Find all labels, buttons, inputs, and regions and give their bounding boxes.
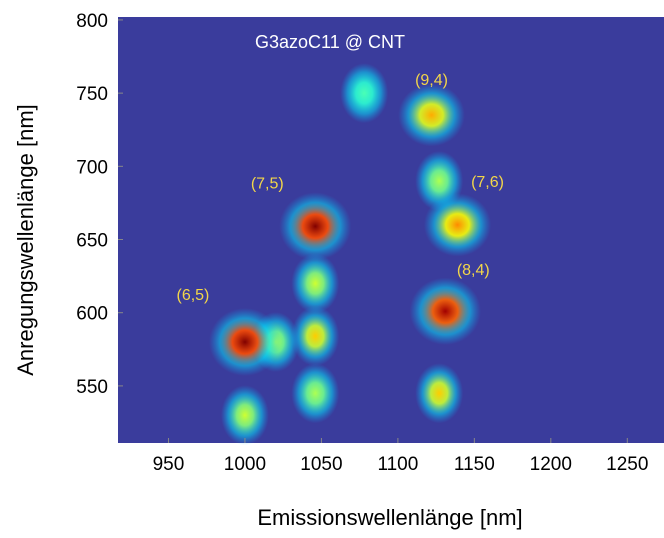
plot-area: (6,5) (7,5) (9,4) (7,6) (8,4) bbox=[118, 17, 664, 446]
x-tick-label: 1150 bbox=[454, 454, 495, 475]
spot bbox=[340, 63, 389, 124]
x-tick-label: 1200 bbox=[530, 454, 572, 475]
peak bbox=[409, 277, 481, 345]
x-tick-label: 1050 bbox=[300, 454, 342, 475]
x-axis-label: Emissionswellenlänge [nm] bbox=[257, 505, 522, 530]
peak bbox=[208, 307, 281, 376]
y-tick-label: 650 bbox=[76, 231, 108, 252]
peak bbox=[423, 193, 492, 257]
spot bbox=[291, 363, 340, 424]
y-axis-label: Anregungswellenlänge [nm] bbox=[13, 104, 38, 376]
x-tick-label: 1100 bbox=[377, 454, 418, 475]
spot bbox=[291, 306, 340, 367]
y-tick-label: 600 bbox=[76, 304, 108, 325]
x-tick-label: 1000 bbox=[224, 454, 266, 475]
spot bbox=[291, 253, 340, 314]
chart-title: G3azoC11 @ CNT bbox=[255, 32, 405, 52]
peak-label: (7,6) bbox=[471, 174, 504, 191]
spot bbox=[220, 385, 269, 446]
peak-label: (9,4) bbox=[415, 72, 448, 89]
peak-label: (8,4) bbox=[457, 262, 490, 279]
peak bbox=[398, 83, 465, 147]
y-tick-label: 700 bbox=[76, 157, 108, 178]
y-tick-label: 550 bbox=[76, 377, 108, 398]
peak bbox=[279, 192, 352, 261]
x-tick-label: 1250 bbox=[606, 454, 648, 475]
peak-label: (7,5) bbox=[251, 175, 284, 192]
plot-background bbox=[118, 17, 664, 443]
spot bbox=[415, 363, 464, 424]
peak-label: (6,5) bbox=[176, 287, 209, 304]
y-tick-label: 800 bbox=[76, 11, 108, 32]
y-tick-label: 750 bbox=[76, 84, 108, 105]
x-tick-label: 950 bbox=[153, 454, 185, 475]
